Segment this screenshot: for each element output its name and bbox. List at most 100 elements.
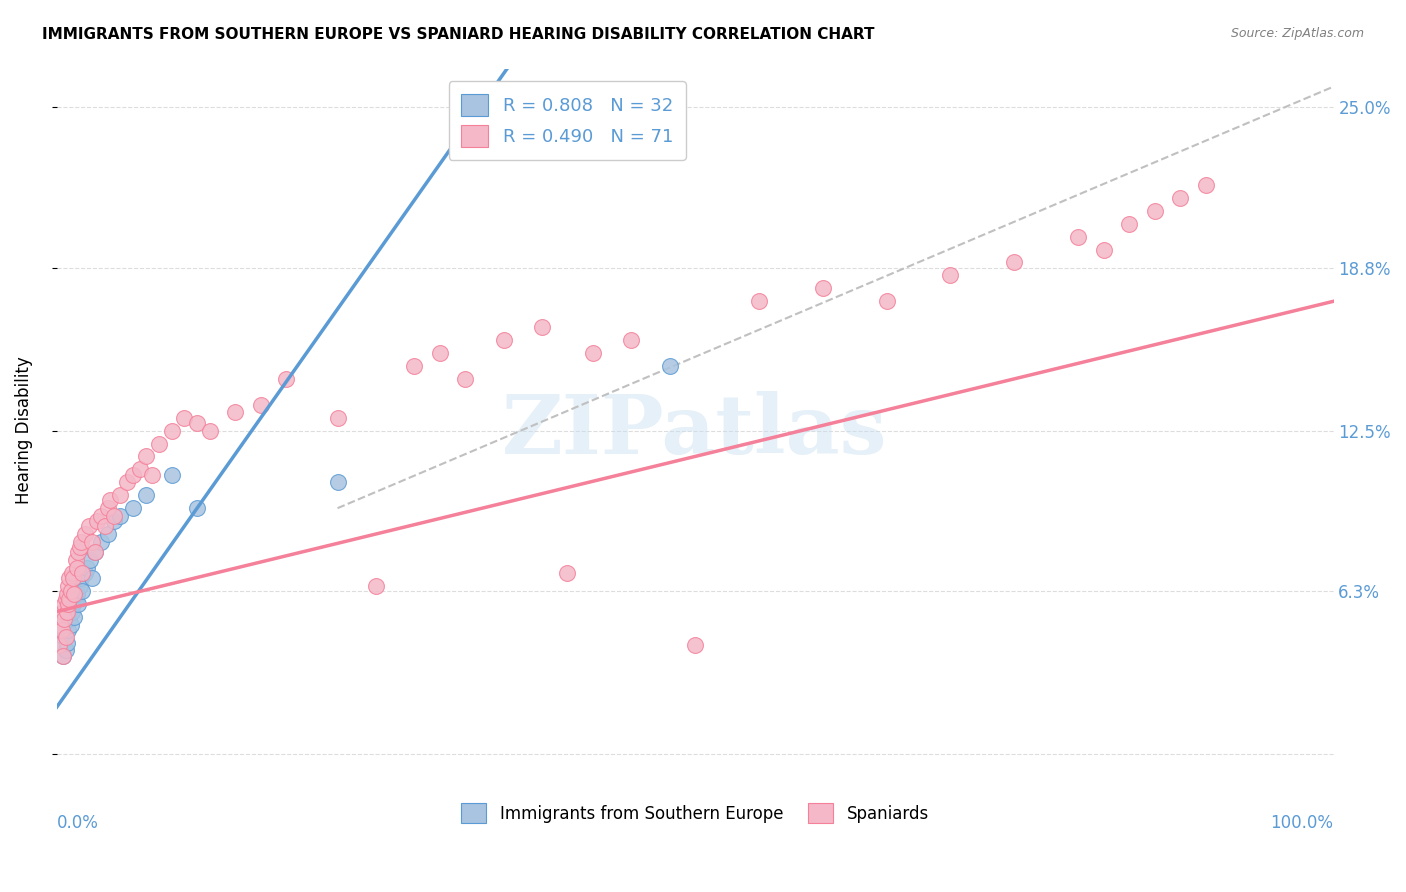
Point [52, 648, 75, 663]
Point [122, 501, 145, 516]
Point [141, 467, 163, 482]
Point [939, 268, 962, 283]
Point [77, 519, 100, 533]
Point [67, 597, 90, 611]
Point [49, 617, 72, 632]
Point [51, 623, 73, 637]
Point [326, 410, 349, 425]
Point [326, 475, 349, 490]
Point [66, 560, 89, 574]
Point [110, 508, 132, 523]
Point [70, 534, 93, 549]
Point [103, 514, 125, 528]
Point [82, 534, 104, 549]
Point [1195, 178, 1218, 192]
Point [811, 281, 834, 295]
Point [73, 527, 96, 541]
Point [53, 597, 76, 611]
Point [60, 605, 83, 619]
Point [128, 462, 150, 476]
Point [97, 501, 120, 516]
Point [84, 545, 107, 559]
Point [69, 579, 91, 593]
Point [683, 638, 706, 652]
Point [186, 416, 208, 430]
Point [94, 519, 117, 533]
Point [122, 467, 145, 482]
Point [160, 424, 183, 438]
Point [198, 424, 221, 438]
Point [98, 493, 121, 508]
Point [60, 566, 83, 580]
Point [1067, 229, 1090, 244]
Point [90, 534, 112, 549]
Point [65, 553, 87, 567]
Point [65, 591, 87, 606]
Point [62, 571, 84, 585]
Point [59, 583, 82, 598]
Point [53, 631, 76, 645]
Point [58, 612, 80, 626]
Point [56, 635, 79, 649]
Text: 100.0%: 100.0% [1271, 814, 1333, 832]
Point [82, 571, 104, 585]
Point [1092, 243, 1115, 257]
Point [86, 514, 108, 528]
Point [620, 333, 643, 347]
Y-axis label: Hearing Disability: Hearing Disability [15, 357, 32, 505]
Point [103, 508, 125, 523]
Point [364, 579, 387, 593]
Point [56, 597, 79, 611]
Point [70, 566, 93, 580]
Point [224, 405, 246, 419]
Point [63, 609, 86, 624]
Point [1143, 203, 1166, 218]
Point [55, 643, 77, 657]
Point [56, 605, 79, 619]
Text: ZIPatlas: ZIPatlas [502, 391, 887, 471]
Point [76, 560, 98, 574]
Point [135, 450, 157, 464]
Point [56, 579, 79, 593]
Point [90, 508, 112, 523]
Point [49, 638, 72, 652]
Point [52, 648, 75, 663]
Point [148, 436, 170, 450]
Point [48, 638, 70, 652]
Point [67, 545, 90, 559]
Point [250, 398, 273, 412]
Point [115, 475, 138, 490]
Point [173, 410, 195, 425]
Text: Source: ZipAtlas.com: Source: ZipAtlas.com [1230, 27, 1364, 40]
Point [53, 612, 76, 626]
Point [55, 631, 77, 645]
Point [429, 346, 451, 360]
Point [1002, 255, 1025, 269]
Point [63, 586, 86, 600]
Text: IMMIGRANTS FROM SOUTHERN EUROPE VS SPANIARD HEARING DISABILITY CORRELATION CHART: IMMIGRANTS FROM SOUTHERN EUROPE VS SPANI… [42, 27, 875, 42]
Point [582, 346, 605, 360]
Point [454, 372, 477, 386]
Point [56, 623, 79, 637]
Point [748, 294, 770, 309]
Point [1118, 217, 1140, 231]
Point [73, 566, 96, 580]
Legend: Immigrants from Southern Europe, Spaniards: Immigrants from Southern Europe, Spaniar… [450, 791, 941, 835]
Text: 0.0%: 0.0% [56, 814, 98, 832]
Point [55, 591, 77, 606]
Point [69, 540, 91, 554]
Point [62, 597, 84, 611]
Point [84, 545, 107, 559]
Point [276, 372, 298, 386]
Point [97, 527, 120, 541]
Point [876, 294, 898, 309]
Point [58, 571, 80, 585]
Point [59, 617, 82, 632]
Point [1168, 191, 1191, 205]
Point [110, 488, 132, 502]
Point [79, 553, 101, 567]
Point [557, 566, 579, 580]
Point [70, 583, 93, 598]
Point [70, 571, 93, 585]
Point [66, 586, 89, 600]
